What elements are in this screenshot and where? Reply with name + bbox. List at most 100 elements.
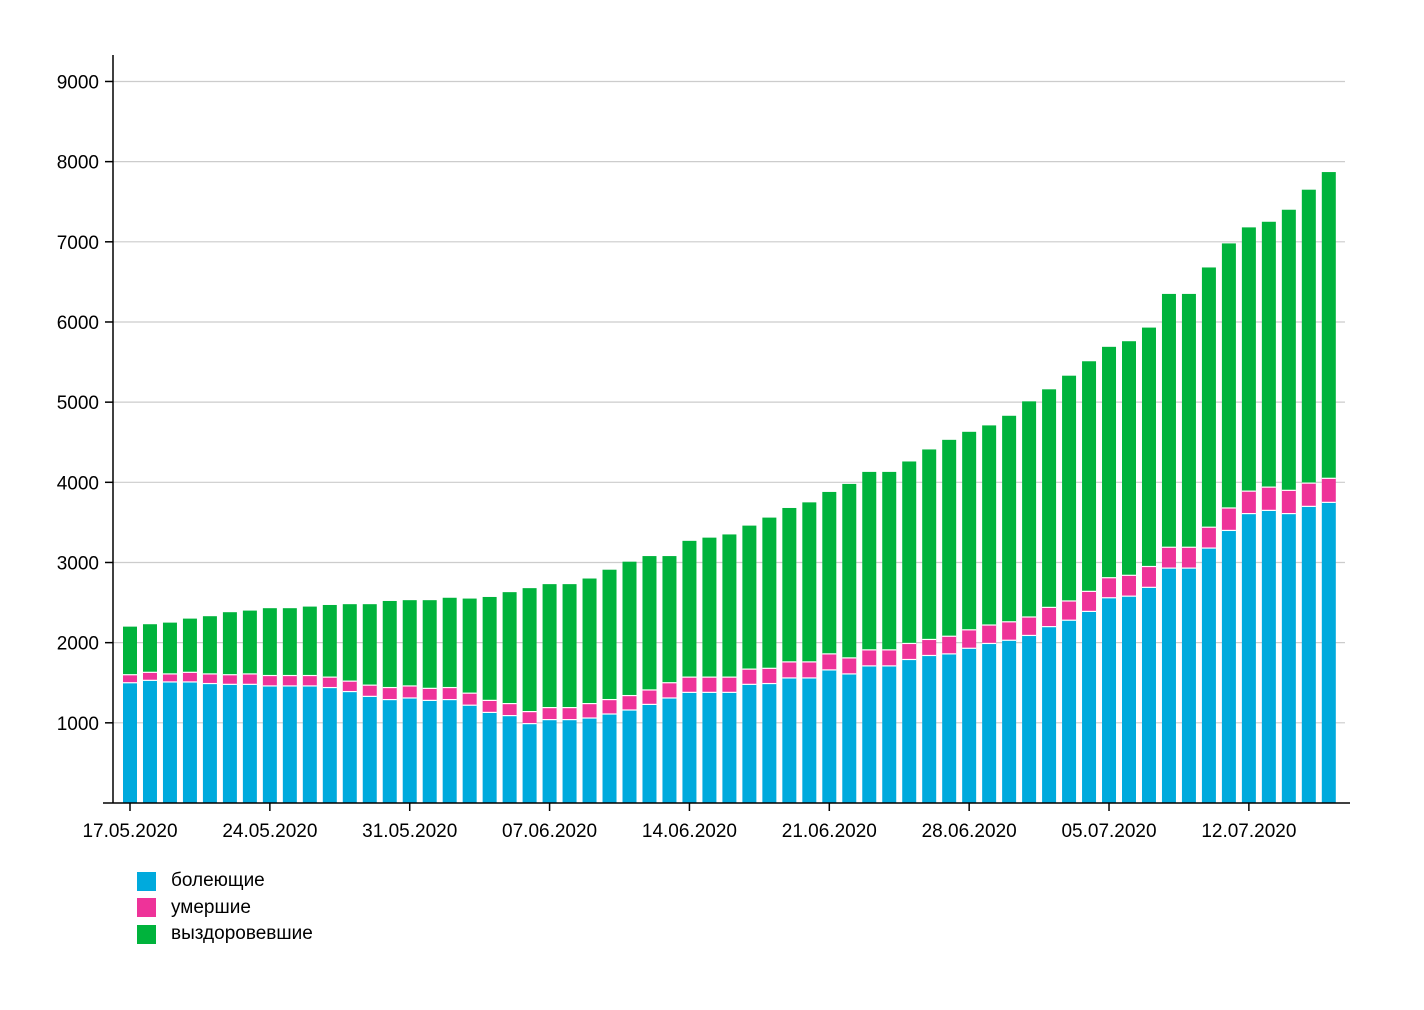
bar-segment-recovered	[182, 618, 197, 673]
bar-segment-recovered	[862, 471, 877, 650]
bar-segment-sick	[1221, 530, 1236, 803]
bar-segment-deceased	[362, 685, 377, 697]
bar-segment-deceased	[1261, 487, 1276, 511]
bar-segment-recovered	[962, 431, 977, 630]
bar-segment-sick	[1181, 568, 1196, 803]
y-tick-label: 9000	[57, 72, 99, 93]
x-tick-label: 24.05.2020	[222, 821, 317, 842]
bar-segment-recovered	[1301, 189, 1316, 484]
bar-segment-recovered	[362, 604, 377, 686]
bar-segment-deceased	[123, 674, 137, 683]
bar-segment-deceased	[582, 703, 597, 719]
bar-segment-deceased	[382, 687, 397, 700]
bar-segment-deceased	[542, 707, 557, 720]
bar-segment-recovered	[262, 608, 277, 676]
bar-segment-sick	[822, 669, 837, 803]
bar-segment-sick	[1161, 568, 1176, 803]
bar-segment-deceased	[702, 677, 717, 693]
y-tick-label: 1000	[57, 714, 99, 735]
bar-segment-sick	[402, 697, 417, 803]
y-tick-label: 7000	[57, 233, 99, 254]
bar-segment-deceased	[1102, 577, 1117, 598]
bar-segment-recovered	[442, 597, 457, 688]
bar-segment-sick	[722, 692, 737, 803]
bar-segment-recovered	[682, 540, 697, 678]
bar-segment-sick	[922, 655, 937, 803]
legend-item-recovered: выздоровевшие	[137, 921, 313, 948]
bar-segment-recovered	[123, 626, 137, 675]
bar-segment-recovered	[982, 425, 997, 626]
x-tick-label: 21.06.2020	[782, 821, 877, 842]
bar-segment-recovered	[1082, 361, 1097, 592]
bar-segment-recovered	[162, 622, 177, 674]
bar-segment-recovered	[602, 569, 617, 700]
bar-segment-sick	[222, 684, 237, 803]
bar-segment-deceased	[282, 675, 297, 686]
bar-segment-sick	[1082, 611, 1097, 803]
bar-segment-deceased	[842, 657, 857, 674]
bar-segment-deceased	[802, 661, 817, 678]
bar-segment-deceased	[1122, 575, 1136, 597]
bar-segment-recovered	[1122, 341, 1136, 576]
x-tick-label: 14.06.2020	[642, 821, 737, 842]
bar-segment-deceased	[942, 636, 957, 654]
bar-segment-sick	[242, 684, 257, 803]
bar-segment-deceased	[722, 677, 737, 693]
legend: болеющие умершие выздоровевшие	[137, 868, 313, 948]
legend-swatch-sick	[137, 871, 156, 891]
bar-segment-recovered	[882, 471, 897, 650]
bar-segment-deceased	[1062, 600, 1077, 621]
bar-segment-deceased	[1201, 527, 1216, 549]
bar-segment-sick	[1321, 502, 1336, 803]
bars	[123, 172, 1336, 803]
bar-segment-recovered	[1062, 375, 1077, 601]
gridlines	[113, 80, 1345, 724]
bar-segment-sick	[802, 677, 817, 803]
y-tick-label: 3000	[57, 553, 99, 574]
bar-segment-deceased	[902, 643, 917, 660]
bar-segment-deceased	[922, 639, 937, 656]
bar-segment-recovered	[202, 616, 217, 674]
bar-segment-deceased	[182, 672, 197, 682]
bar-segment-deceased	[422, 688, 437, 701]
x-tick-label: 28.06.2020	[922, 821, 1017, 842]
y-tick-label: 5000	[57, 393, 99, 414]
bar-segment-sick	[502, 715, 517, 803]
legend-label-deceased: умершие	[171, 896, 251, 918]
bar-segment-sick	[322, 687, 337, 803]
bar-segment-sick	[342, 691, 357, 803]
bar-segment-deceased	[1321, 478, 1336, 503]
bar-segment-sick	[142, 680, 157, 803]
bar-segment-sick	[1261, 510, 1276, 803]
bar-segment-recovered	[242, 610, 257, 674]
bar-segment-recovered	[402, 600, 417, 686]
bar-segment-recovered	[1321, 172, 1336, 479]
bar-segment-recovered	[522, 588, 537, 712]
bar-segment-recovered	[1281, 209, 1296, 491]
bar-segment-deceased	[882, 649, 897, 666]
bar-segment-recovered	[482, 596, 497, 701]
bar-segment-recovered	[722, 534, 737, 678]
bar-segment-recovered	[1161, 293, 1176, 548]
bar-segment-sick	[1141, 587, 1156, 803]
legend-item-sick: болеющие	[137, 868, 313, 895]
bar-segment-recovered	[922, 449, 937, 640]
bar-segment-deceased	[742, 669, 757, 685]
bar-segment-recovered	[322, 604, 337, 678]
bar-segment-recovered	[622, 561, 637, 696]
bar-segment-sick	[782, 677, 797, 803]
bar-segment-sick	[462, 705, 477, 803]
legend-swatch-deceased	[137, 898, 156, 918]
bar-segment-deceased	[782, 661, 797, 678]
bar-segment-deceased	[302, 675, 317, 686]
bar-segment-recovered	[502, 592, 517, 704]
bar-segment-recovered	[1261, 221, 1276, 488]
bar-segment-deceased	[562, 707, 577, 720]
bar-segment-deceased	[682, 677, 697, 693]
bar-segment-deceased	[1221, 507, 1236, 531]
bar-segment-sick	[602, 714, 617, 803]
bar-segment-deceased	[142, 672, 157, 681]
bar-segment-deceased	[442, 687, 457, 700]
x-tick-label: 07.06.2020	[502, 821, 597, 842]
